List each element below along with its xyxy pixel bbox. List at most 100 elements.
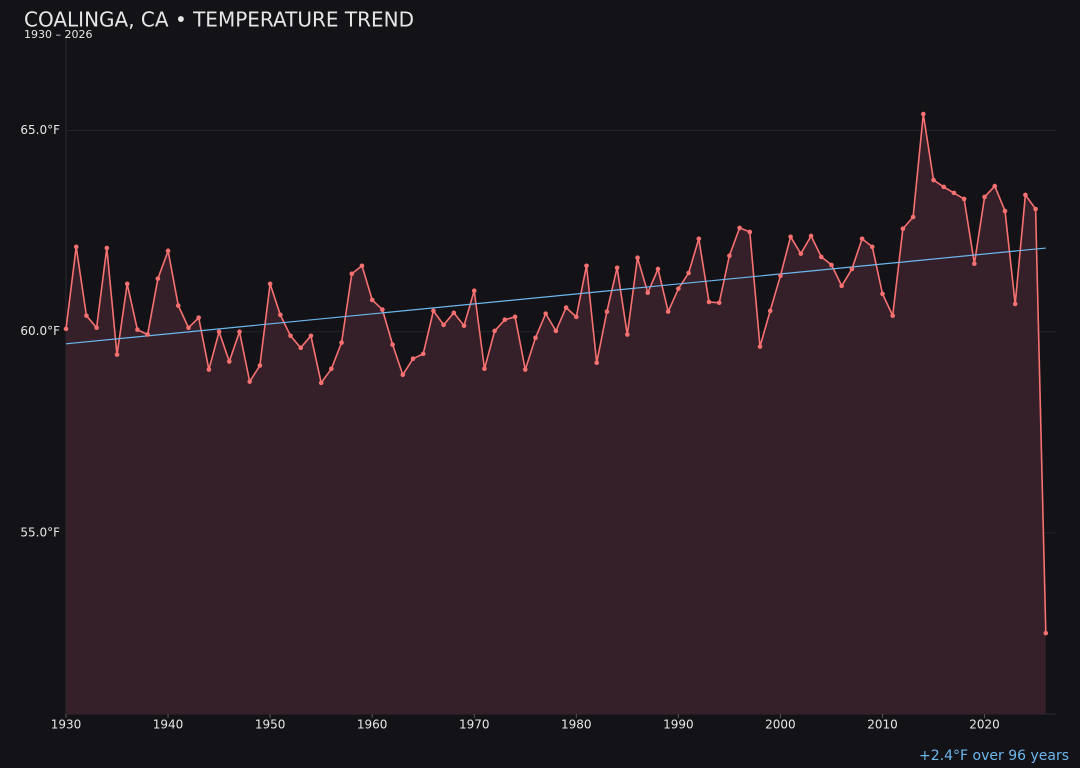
point — [431, 308, 436, 314]
point — [665, 309, 671, 314]
x-tick-label: 1950 — [255, 718, 286, 732]
chart-title: COALINGA, CA • TEMPERATURE TREND — [24, 8, 414, 32]
point — [574, 314, 579, 320]
point — [553, 328, 559, 334]
point — [778, 273, 783, 279]
point — [757, 344, 763, 349]
x-tick-label: 2020 — [969, 718, 1000, 732]
point — [512, 314, 518, 320]
point — [839, 283, 844, 289]
point — [1033, 206, 1038, 212]
point — [145, 332, 150, 337]
point — [910, 214, 916, 220]
point — [696, 236, 702, 242]
point — [941, 184, 947, 190]
point — [798, 251, 804, 256]
point — [1023, 192, 1028, 198]
point — [237, 329, 242, 335]
point — [339, 340, 344, 345]
point — [972, 261, 977, 267]
point — [716, 300, 722, 306]
x-tick-label: 1960 — [357, 718, 388, 732]
point — [492, 328, 497, 334]
point — [267, 281, 273, 287]
point — [186, 325, 191, 331]
point — [196, 315, 201, 320]
point — [921, 111, 926, 117]
point — [482, 366, 487, 372]
point — [278, 312, 283, 318]
point — [369, 297, 375, 303]
point — [308, 333, 314, 339]
y-tick-label: 65.0°F — [20, 123, 60, 137]
point — [84, 313, 89, 318]
point — [706, 299, 712, 305]
point — [329, 366, 334, 372]
point — [614, 265, 620, 271]
point — [594, 360, 600, 366]
point — [441, 322, 446, 328]
point — [767, 308, 773, 314]
x-tick-label: 2010 — [867, 718, 898, 732]
point — [635, 255, 640, 260]
point — [114, 352, 120, 357]
point — [788, 234, 793, 240]
point — [247, 379, 253, 384]
x-tick-label: 1990 — [663, 718, 694, 732]
point — [73, 244, 79, 250]
point — [931, 177, 936, 183]
y-tick-label: 55.0°F — [20, 525, 60, 539]
x-tick-label: 1970 — [459, 718, 490, 732]
area — [66, 114, 1046, 715]
point — [1043, 630, 1049, 636]
point — [104, 245, 110, 251]
chart-subtitle: 1930 – 2026 — [24, 28, 92, 41]
x-tick-label: 1930 — [51, 718, 82, 732]
point — [951, 190, 957, 196]
point — [625, 332, 630, 337]
point — [727, 253, 732, 258]
point — [543, 311, 548, 316]
point — [808, 233, 814, 239]
point — [747, 229, 753, 235]
point — [655, 266, 661, 272]
point — [390, 342, 395, 347]
point — [563, 305, 569, 310]
point — [257, 363, 263, 368]
point — [686, 270, 691, 276]
point — [216, 329, 222, 335]
point — [961, 196, 967, 202]
point — [206, 367, 212, 372]
trend-annotation: +2.4°F over 96 years — [919, 748, 1069, 764]
point — [410, 356, 416, 361]
point — [451, 310, 457, 316]
point — [584, 263, 589, 269]
point — [318, 380, 324, 386]
point — [94, 325, 99, 331]
point — [859, 236, 865, 242]
point — [400, 372, 406, 378]
x-tick-label: 1940 — [153, 718, 184, 732]
point — [880, 291, 885, 297]
x-tick-label: 1980 — [561, 718, 592, 732]
point — [645, 290, 651, 296]
point — [992, 183, 998, 189]
point — [226, 359, 232, 364]
point — [298, 345, 304, 351]
point — [829, 262, 834, 268]
point — [349, 271, 355, 277]
point — [420, 351, 426, 357]
point — [461, 323, 467, 329]
y-tick-label: 60.0°F — [20, 324, 60, 338]
point — [175, 303, 181, 308]
point — [522, 367, 528, 372]
point — [869, 244, 875, 250]
point — [982, 194, 987, 200]
point — [890, 313, 896, 318]
point — [900, 226, 906, 232]
point — [288, 333, 293, 339]
point — [1012, 301, 1018, 307]
point — [849, 266, 855, 272]
point — [165, 248, 171, 254]
